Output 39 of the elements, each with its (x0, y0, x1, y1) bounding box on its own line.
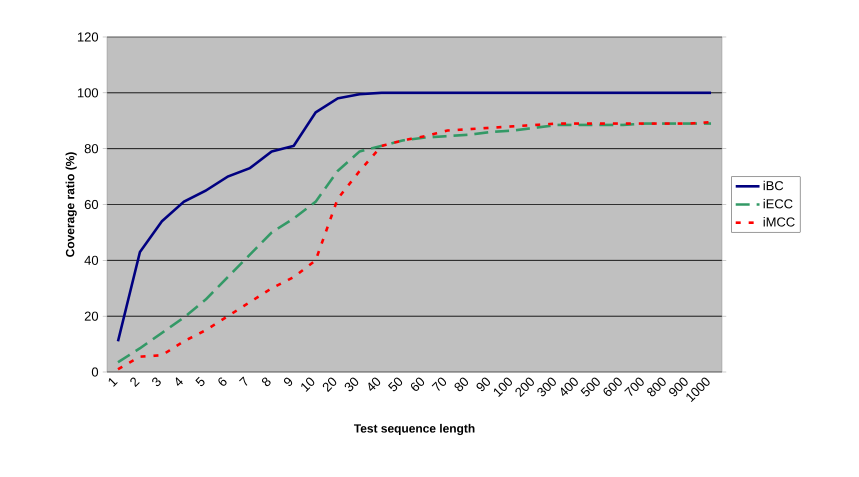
x-tick-label: 80 (454, 378, 468, 392)
x-tick-label: 20 (322, 378, 336, 392)
x-tick-label: 100 (494, 378, 512, 397)
legend-label: iBC (764, 180, 784, 190)
x-tick-label: 6 (218, 377, 227, 386)
x-tick-label: 300 (537, 378, 556, 396)
x-tick-label: 5 (195, 376, 205, 386)
y-tick-label: 20 (84, 312, 98, 321)
x-tick-label: 800 (647, 378, 666, 396)
x-tick-label: 50 (388, 378, 402, 392)
y-tick-label: 100 (78, 88, 98, 98)
x-tick-label: 1 (108, 378, 118, 387)
x-axis-title: Test sequence length (354, 424, 474, 436)
x-tick-label: 600 (604, 378, 622, 396)
x-tick-label: 10 (301, 378, 314, 392)
x-tick-label: 2 (130, 378, 140, 388)
legend-label: iMCC (764, 217, 795, 227)
x-tick-label: 9 (284, 378, 292, 386)
y-tick-label: 40 (84, 256, 98, 265)
x-tick-label: 3 (152, 378, 161, 386)
y-tick-label: 120 (78, 32, 98, 42)
y-axis-title: Coverage ratio (%) (66, 152, 77, 257)
x-tick-label: 200 (515, 378, 534, 398)
x-tick-label: 60 (410, 378, 424, 391)
x-tick-label: 90 (476, 378, 490, 392)
y-tick-label: 80 (84, 144, 98, 154)
x-tick-label: 7 (239, 376, 248, 386)
x-tick-label: 500 (580, 378, 600, 396)
x-tick-label: 400 (560, 378, 578, 396)
x-tick-label: 4 (176, 377, 183, 386)
x-tick-label: 8 (262, 377, 271, 386)
y-tick-label: 0 (92, 367, 98, 377)
x-tick-label: 70 (432, 378, 446, 391)
x-tick-label: 900 (669, 378, 688, 396)
x-tick-label: 40 (368, 378, 380, 391)
x-tick-label: 30 (344, 378, 358, 392)
y-tick-label: 60 (84, 200, 98, 210)
legend-label: iECC (764, 198, 793, 208)
x-tick-label: 700 (624, 378, 644, 396)
